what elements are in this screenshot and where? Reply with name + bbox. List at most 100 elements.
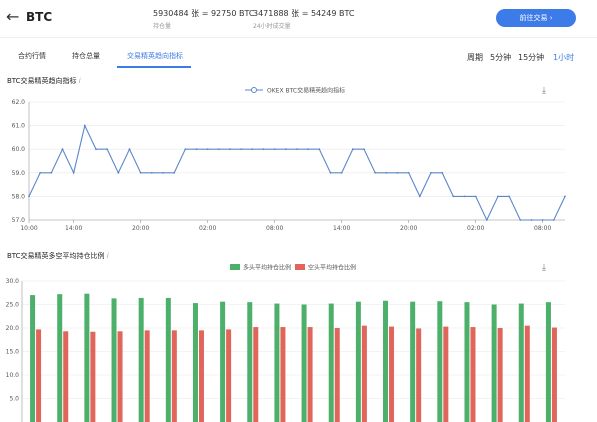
chart2-short-bar [334,328,340,422]
chart2-long-bar [30,295,36,422]
chart2-long-bar [301,304,307,422]
chart2-download-icon[interactable]: ⤓ [542,263,546,273]
chart1-data-point [72,171,75,174]
chart1-data-point [284,148,287,151]
chart1-data-point [329,171,332,174]
chart2-long-bar [274,303,280,422]
chart2-short-bar [63,331,69,422]
chart2-legend-swatch [230,264,240,270]
volume-stat: 3471888 张 = 54249 BTC 24小时成交量 [253,8,354,30]
chart1-data-point [385,171,388,174]
go-trade-button[interactable]: 前往交易 › [496,9,576,27]
chart2-long-bar [111,298,117,422]
chart1-y-tick-label: 57.0 [12,217,26,224]
chart2-short-bar [90,331,96,422]
period-5m[interactable]: 5分钟 [490,53,512,62]
chart1-data-point [340,171,343,174]
chart1-data-point [195,148,198,151]
chart1-data-point [251,148,254,151]
chart2-short-bar [198,330,204,422]
chart1-data-point [83,124,86,127]
chart1-data-point [61,148,64,151]
chart2-short-bar [497,328,503,422]
chart2-long-bar [355,301,361,422]
chart2-long-bar [437,301,443,422]
chart1-data-point [117,171,120,174]
chart1-data-point [541,219,544,221]
chart1-download-icon[interactable]: ⤓ [542,86,546,96]
chart1-legend-label: OKEX BTC交易精英趋向指标 [267,87,345,95]
chart2-legend-swatch [295,264,305,270]
chart1-info-icon[interactable]: i [78,77,81,85]
chart1-data-point [95,148,97,151]
chart2-long-bar [491,304,497,422]
chart1-data-point [318,148,321,151]
chart2-title: BTC交易精英多空平均持仓比例 i [7,252,109,260]
chart1-y-tick-label: 58.0 [12,193,26,200]
chart1-data-point [430,171,432,174]
active-tab-indicator [117,66,191,68]
period-1h[interactable]: 1小时 [553,53,575,62]
chart2-info-icon[interactable]: i [106,252,109,260]
chart1-data-point [564,195,566,198]
chart1-data-point [150,171,153,174]
chart1-data-point [217,148,220,151]
header-divider [0,37,597,38]
chart1-data-point [184,148,187,151]
chart1-data-point [28,195,30,198]
chart1-x-tick-label: 10:00 [20,225,37,232]
chart1-y-tick-label: 62.0 [12,99,26,106]
chart1-data-point [552,219,555,221]
chart1-x-tick-label: 02:00 [467,225,484,232]
chart2-long-bar [247,302,253,422]
tab-open-interest[interactable]: 持仓总量 [72,52,100,60]
chart1-data-point [519,219,522,221]
chart2-long-bar [410,301,416,422]
page-title: BTC [26,10,53,24]
chart2-y-tick-label: 5.0 [9,396,19,403]
chart2-long-bar [57,294,63,422]
chart1-data-point [452,195,455,198]
chart2-short-bar [36,329,42,422]
tab-market[interactable]: 合约行情 [18,52,46,60]
chart1-y-tick-label: 61.0 [12,123,26,130]
chart2-long-bar [220,301,226,422]
chart2-short-bar [171,330,177,422]
chart2-long-bar [165,297,171,422]
period-15m[interactable]: 15分钟 [518,53,545,62]
chart2-short-bar [389,326,395,422]
chart1-y-tick-label: 60.0 [12,146,26,153]
chart1-data-point [50,171,53,174]
arrow-left-icon[interactable]: ← [6,7,20,26]
chart2-long-bar [464,302,470,422]
chart1-data-point [273,148,276,151]
chart2-y-tick-label: 30.0 [6,278,20,285]
chart1-data-point [374,171,377,174]
open-interest-label: 持仓量 [153,23,172,30]
chart1-x-tick-label: 20:00 [400,225,417,232]
chart1-data-point [296,148,298,151]
chart1-data-point [139,171,142,174]
chart1-x-tick-label: 14:00 [65,225,82,232]
chart2-long-bar [138,297,144,422]
chart1-data-point [474,195,477,198]
chart2-short-bar [416,328,422,422]
chart1-data-point [463,195,466,198]
tab-elite-trend[interactable]: 交易精英趋向指标 [127,52,183,60]
chart1-data-point [396,171,399,174]
chart1-data-point [497,195,499,198]
chart1-x-tick-label: 02:00 [199,225,216,232]
chart1-data-point [307,148,310,151]
chart1-data-point [128,148,131,151]
chart2-long-bar [545,302,551,422]
chart2-y-tick-label: 25.0 [6,302,20,309]
chart2-short-bar [443,326,449,422]
chart1-data-point [173,171,176,174]
chart1-x-tick-label: 20:00 [132,225,149,232]
header: ← BTC 5930484 张 = 92750 BTC 持仓量 3471888 … [0,0,597,36]
chart1-x-tick-label: 08:00 [534,225,551,232]
chart1-y-tick-label: 59.0 [12,170,26,177]
chart2-short-bar [144,330,150,422]
chart2-legend-label: 空头平均持仓比例 [308,264,356,272]
chart1-data-point [485,219,488,221]
